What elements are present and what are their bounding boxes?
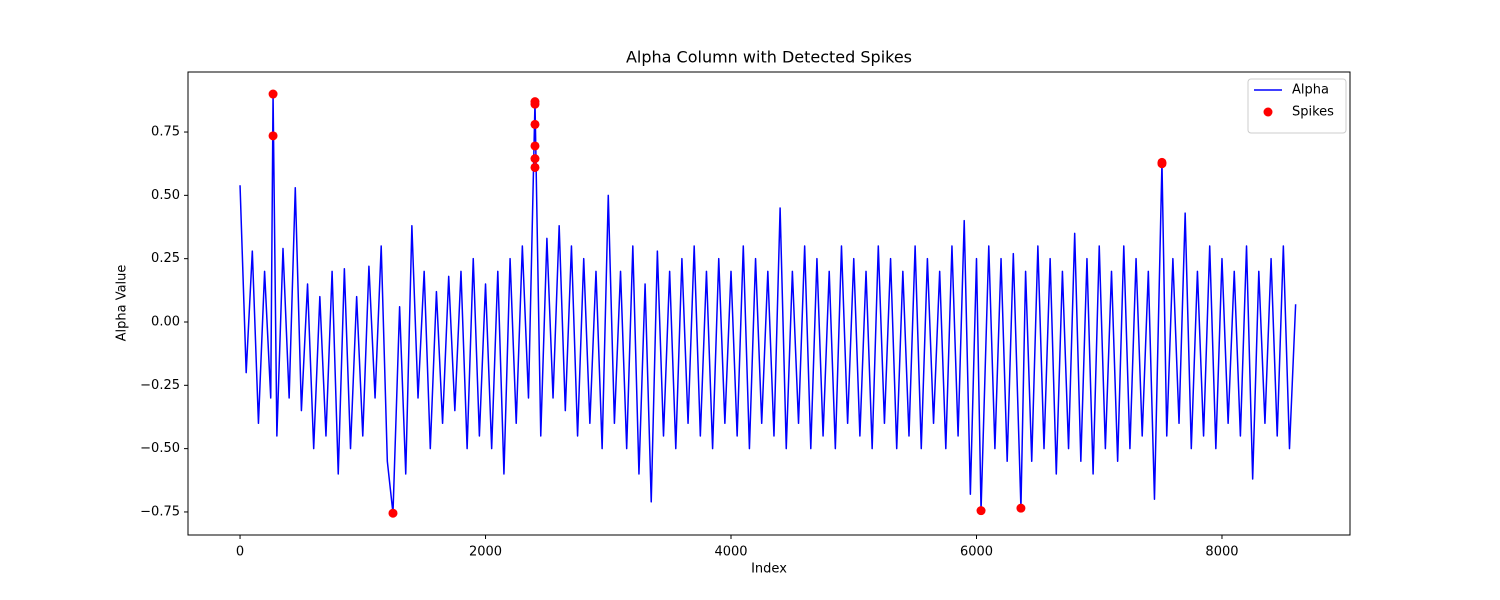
x-axis-label: Index bbox=[751, 562, 787, 577]
y-tick-label: 0.75 bbox=[151, 125, 180, 140]
y-tick-label: 0.00 bbox=[151, 314, 180, 329]
y-tick-label: −0.50 bbox=[140, 441, 180, 456]
y-tick-label: −0.75 bbox=[140, 504, 180, 519]
spike-point bbox=[530, 162, 540, 172]
x-tick-label: 4000 bbox=[714, 545, 747, 560]
legend-label: Alpha bbox=[1292, 83, 1329, 98]
data-line bbox=[239, 93, 1297, 514]
y-tick-label: 0.25 bbox=[151, 251, 180, 266]
spike-point bbox=[530, 154, 540, 164]
legend-marker bbox=[1263, 107, 1273, 117]
legend-box bbox=[1247, 78, 1347, 134]
x-tick-label: 6000 bbox=[960, 545, 993, 560]
spike-point bbox=[530, 99, 540, 109]
spike-point bbox=[530, 119, 540, 129]
y-tick-label: 0.50 bbox=[151, 188, 180, 203]
y-tick-label: −0.25 bbox=[140, 378, 180, 393]
spike-point bbox=[976, 506, 986, 516]
legend-label: Spikes bbox=[1292, 105, 1334, 120]
spike-point bbox=[268, 89, 278, 99]
x-tick-label: 2000 bbox=[469, 545, 502, 560]
x-tick-label: 8000 bbox=[1205, 545, 1238, 560]
axes-frame bbox=[187, 71, 1351, 536]
spike-point bbox=[1157, 159, 1167, 169]
plot-area bbox=[239, 89, 1297, 518]
spike-point bbox=[268, 131, 278, 141]
spike-point bbox=[388, 508, 398, 518]
x-tick-label: 0 bbox=[236, 545, 244, 560]
chart-title: Alpha Column with Detected Spikes bbox=[626, 48, 912, 67]
y-axis-label: Alpha Value bbox=[115, 265, 130, 342]
spike-point bbox=[1016, 503, 1026, 513]
spike-point bbox=[530, 141, 540, 151]
